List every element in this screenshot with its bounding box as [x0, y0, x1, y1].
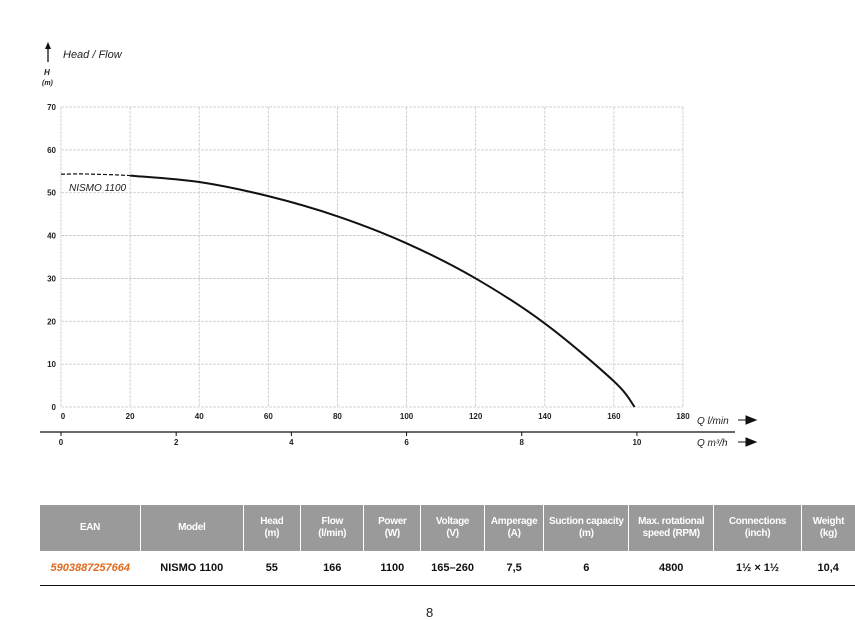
x-tick-label: 100	[400, 412, 414, 421]
x-tick-label: 80	[333, 412, 342, 421]
column-header: Flow (l/min)	[300, 505, 365, 551]
table-cell: NISMO 1100	[140, 551, 244, 586]
x-tick-label: 0	[61, 412, 66, 421]
table-cell: 10,4	[801, 551, 855, 586]
x2-label: Q m³/h	[697, 438, 728, 449]
up-arrow-head-icon	[45, 42, 51, 49]
header-text: Max. rotational	[638, 515, 705, 527]
right-arrow-icon	[738, 437, 758, 447]
column-header: EAN	[40, 505, 141, 551]
column-header: Head (m)	[243, 505, 302, 551]
x-tick-label: 40	[195, 412, 204, 421]
header-text: (l/min)	[318, 528, 347, 539]
table-cell: 1½ × 1½	[713, 551, 802, 586]
table-cell: 1100	[363, 551, 421, 586]
y-tick-label: 10	[47, 360, 56, 369]
header-text: (inch)	[744, 528, 771, 539]
table-cell: 55	[243, 551, 301, 586]
column-header: Max. rotational speed (RPM)	[628, 505, 715, 551]
column-header: Suction capacity (m)	[543, 505, 630, 551]
y-tick-label: 40	[47, 232, 56, 241]
y-tick-label: 30	[47, 274, 56, 283]
page-number: 8	[426, 605, 434, 620]
header-text: (V)	[446, 528, 459, 539]
column-header: Amperage (A)	[484, 505, 545, 551]
header-text: speed (RPM)	[642, 528, 701, 539]
y-tick-label: 60	[47, 146, 56, 155]
column-header: Weight (kg)	[801, 505, 855, 551]
y-tick-label: 70	[47, 103, 56, 112]
series-label: NISMO 1100	[69, 183, 126, 194]
x-tick-label: 180	[676, 412, 690, 421]
header-text: (W)	[384, 528, 401, 539]
chart-title: Head / Flow	[63, 49, 123, 61]
y-label-unit: (m)	[42, 80, 54, 87]
y-tick-label: 50	[47, 189, 56, 198]
x-tick-label: 60	[264, 412, 273, 421]
curve-nismo-1100	[130, 174, 636, 408]
header-text: (kg)	[819, 528, 837, 539]
header-text: (A)	[507, 528, 521, 539]
table-cell: 166	[300, 551, 364, 586]
right-arrow-icon	[738, 415, 758, 425]
x-tick-label: 140	[538, 412, 552, 421]
spec-table: EAN Model Head (m) Flow (l/min) Power (W) Voltag…	[40, 505, 855, 586]
x2-tick-label: 8	[520, 438, 525, 447]
header-text: Model	[178, 521, 206, 533]
table-cell: 4800	[628, 551, 714, 586]
header-text: Flow	[321, 515, 344, 527]
x-tick-label: 20	[126, 412, 135, 421]
header-text: Power	[378, 515, 407, 527]
x-tick-label: 160	[607, 412, 621, 421]
header-text: (m)	[264, 528, 280, 539]
chart: 0 10 20 30 40 50 60 70 0 20 40 60 80 100 120 140 160 180 0…	[40, 42, 758, 449]
header-text: Weight	[812, 515, 845, 527]
header-text: (m)	[578, 528, 594, 539]
header-text: Voltage	[435, 515, 470, 527]
header-text: Suction capacity	[548, 515, 624, 527]
column-header: Power (W)	[363, 505, 422, 551]
x-tick-label: 120	[469, 412, 483, 421]
header-text: EAN	[79, 521, 101, 533]
header-text: Connections	[728, 515, 787, 527]
column-header: Voltage (V)	[420, 505, 485, 551]
column-header: Model	[140, 505, 244, 551]
column-header: Connections (inch)	[713, 505, 802, 551]
table-cell: 6	[543, 551, 629, 586]
header-text: Head	[260, 515, 284, 527]
y-label-h: H	[44, 68, 50, 77]
x2-tick-label: 10	[632, 438, 641, 447]
table-cell: 5903887257664	[40, 551, 141, 586]
x2-tick-label: 2	[174, 438, 179, 447]
table-cell: 165–260	[420, 551, 485, 586]
curve-dashed	[60, 173, 131, 177]
table-cell: 7,5	[484, 551, 544, 586]
x-label: Q l/min	[697, 416, 729, 427]
y-tick-label: 20	[47, 317, 56, 326]
y-tick-label: 0	[52, 403, 57, 412]
x2-tick-label: 6	[404, 438, 409, 447]
x2-tick-label: 4	[289, 438, 294, 447]
header-text: Amperage	[490, 515, 538, 527]
x2-tick-label: 0	[59, 438, 64, 447]
